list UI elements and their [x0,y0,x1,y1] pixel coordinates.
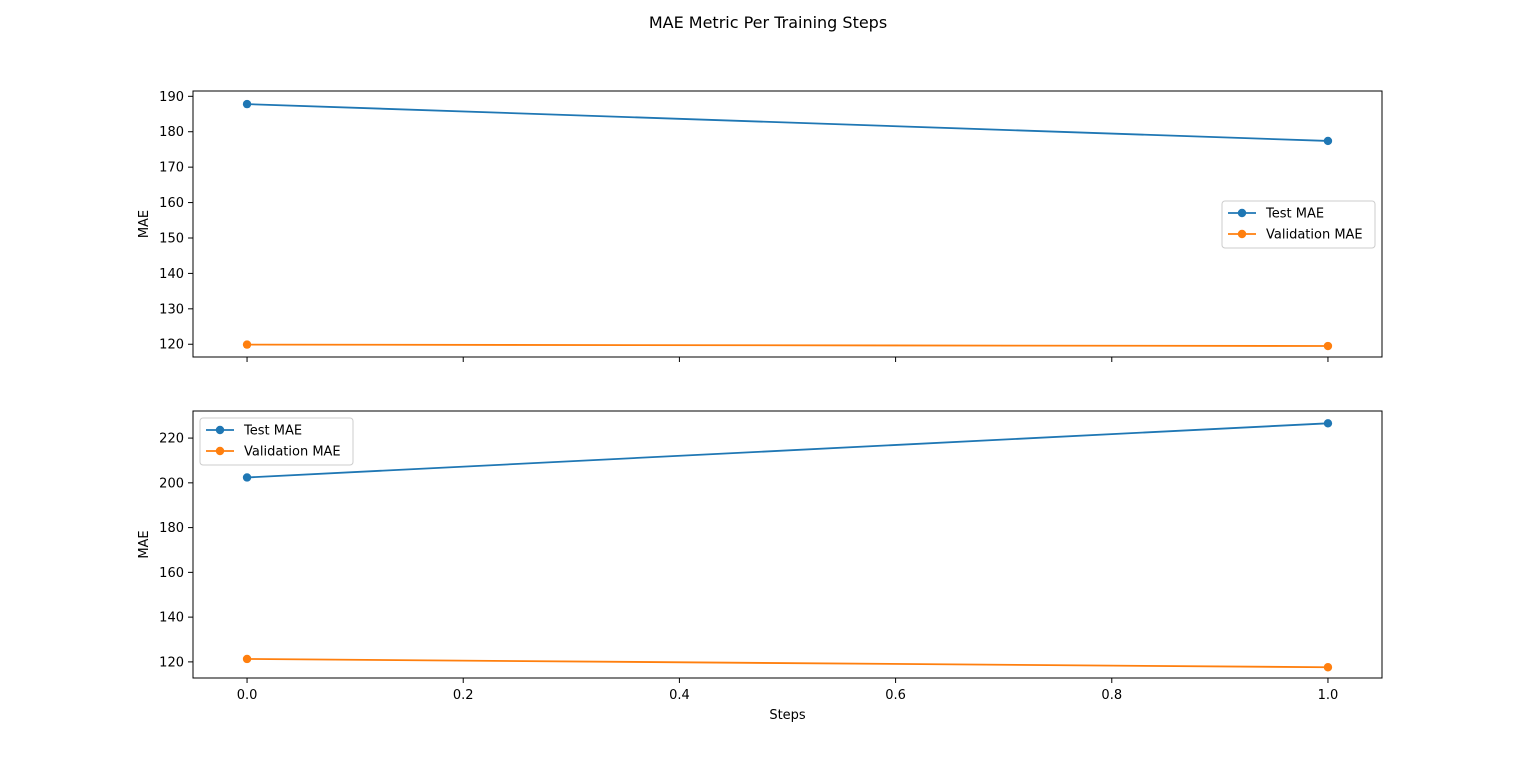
y-tick-label: 130 [159,302,184,317]
y-tick-label: 170 [159,161,184,176]
legend-entry: Validation MAE [244,445,341,460]
subplot-1: 120 130 140 150 160 170 180 190 MAE Test MAE Valid… [137,90,1383,362]
y-tick-label: 200 [159,476,184,491]
y-tick-label: 140 [159,611,184,626]
y-tick-label: 160 [159,196,184,211]
x-axis-label: Steps [769,708,806,723]
data-point [1323,419,1333,428]
x-tick-label: 0.6 [885,688,906,703]
x-tick-label: 0.2 [453,688,474,703]
axes-frame [192,90,1383,358]
y-tick-label: 180 [159,125,184,140]
x-tick-label: 1.0 [1318,688,1339,703]
legend: Test MAE Validation MAE [1221,200,1376,249]
legend-box [1221,200,1376,249]
series-line-1 [247,103,1328,142]
data-point [242,654,252,664]
series-line-2 [247,658,1328,669]
data-point [1323,663,1333,672]
data-point [242,473,252,482]
legend-marker [215,425,225,435]
series-line-2 [247,343,1328,347]
y-tick-label: 180 [159,521,184,536]
data-point [1323,136,1333,146]
legend-entry: Test MAE [1265,207,1324,222]
y-tick-label: 120 [159,655,184,670]
legend-entry: Validation MAE [1266,228,1363,243]
subplot-2: 120 140 160 180 200 220 0.0 0.2 0.4 0.6 0.8 1.0 MAE S… [137,410,1383,723]
x-tick-label: 0.0 [237,688,258,703]
x-tick-label: 0.4 [669,688,690,703]
x-tick-label: 0.8 [1101,688,1122,703]
y-axis-label: MAE [137,210,152,238]
legend-marker [1237,229,1247,239]
legend-entry: Test MAE [243,424,302,439]
legend-box [199,417,354,466]
y-tick-label: 160 [159,566,184,581]
plots-container: 120 130 140 150 160 170 180 190 MAE Test MAE Valid… [137,90,1383,723]
figure-title: MAE Metric Per Training Steps [649,13,887,32]
data-point [1323,341,1333,351]
data-point [242,340,252,349]
y-tick-label: 150 [159,231,184,246]
y-tick-label: 190 [159,90,184,105]
legend-marker [215,446,225,456]
y-axis-label: MAE [137,530,152,558]
legend-marker [1237,208,1247,218]
y-tick-label: 140 [159,267,184,282]
y-tick-label: 220 [159,432,184,447]
axes-frame [192,410,1383,679]
series-line-1 [247,422,1328,479]
legend: Test MAE Validation MAE [199,417,354,466]
y-tick-label: 120 [159,338,184,353]
data-point [242,99,252,109]
